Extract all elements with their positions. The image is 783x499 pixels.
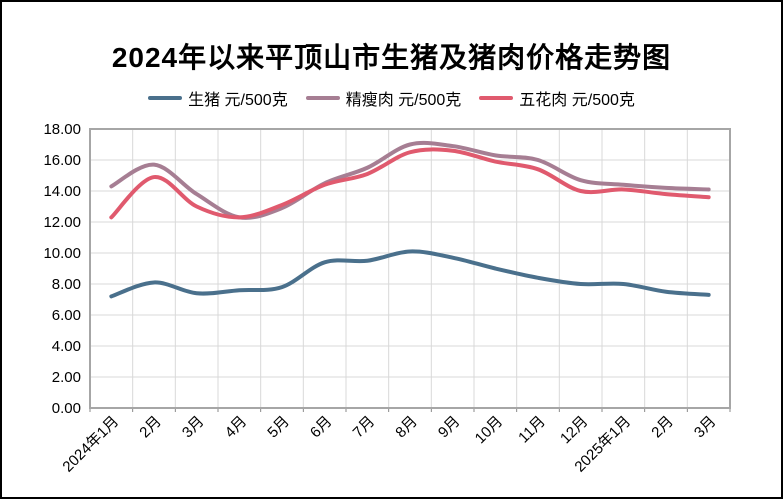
y-axis-tick-label: 10.00 xyxy=(43,245,81,262)
x-axis-tick-label: 11月 xyxy=(515,413,549,447)
x-axis-tick-label: 8月 xyxy=(392,413,421,442)
y-axis-tick-label: 2.00 xyxy=(52,369,81,386)
chart-title: 2024年以来平顶山市生猪及猪肉价格走势图 xyxy=(111,42,672,73)
series-line-2 xyxy=(109,147,711,220)
legend-label: 生猪 元/500克 xyxy=(188,92,288,109)
x-axis-tick-label: 7月 xyxy=(350,413,379,442)
y-axis-tick-label: 8.00 xyxy=(52,276,81,293)
legend-label: 五花肉 元/500克 xyxy=(519,92,635,109)
legend-line-swatch xyxy=(305,96,340,100)
legend-item-2: 五花肉 元/500克 xyxy=(479,86,635,110)
plot-area-border xyxy=(89,128,731,409)
legend-line-swatch xyxy=(148,96,183,100)
y-axis-tick-label: 4.00 xyxy=(52,338,81,355)
chart-legend: 生猪 元/500克 精瘦肉 元/500克 五花肉 元/500克 xyxy=(2,86,781,110)
x-axis-tick-label: 4月 xyxy=(222,413,251,442)
y-axis-tick-label: 0.00 xyxy=(52,400,81,417)
legend-item-1: 精瘦肉 元/500克 xyxy=(305,86,462,110)
y-axis-tick-label: 16.00 xyxy=(43,152,81,169)
series-line-0 xyxy=(109,249,711,299)
x-axis-tick-label: 3月 xyxy=(691,413,720,442)
legend-label: 精瘦肉 元/500克 xyxy=(345,92,462,109)
x-axis-tick-label: 5月 xyxy=(264,413,293,442)
y-axis-tick-label: 12.00 xyxy=(43,214,81,231)
legend-line-swatch xyxy=(479,96,514,100)
x-axis-tick-label: 6月 xyxy=(307,413,336,442)
x-axis-tick-label: 2024年1月 xyxy=(59,413,122,476)
x-axis-tick-label: 3月 xyxy=(179,413,208,442)
legend-item-0: 生猪 元/500克 xyxy=(148,86,288,110)
x-axis-tick-label: 12月 xyxy=(557,413,591,447)
y-axis-tick-label: 14.00 xyxy=(43,183,81,200)
y-axis-tick-label: 18.00 xyxy=(43,121,81,138)
x-axis-tick-label: 10月 xyxy=(472,413,506,447)
x-axis-tick-label: 2月 xyxy=(648,413,677,442)
series-line-1 xyxy=(109,140,711,220)
y-axis-tick-label: 6.00 xyxy=(52,307,81,324)
x-axis-tick-label: 9月 xyxy=(435,413,464,442)
x-axis-tick-label: 2月 xyxy=(136,413,165,442)
